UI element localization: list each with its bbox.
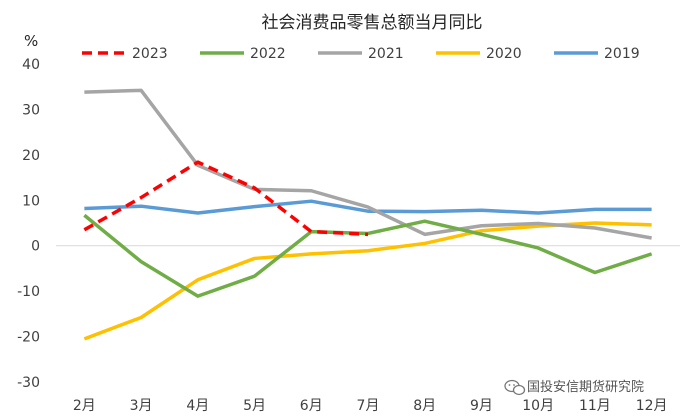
y-tick-label: -30 bbox=[17, 375, 40, 391]
y-axis-unit: % bbox=[24, 32, 38, 50]
x-tick-label: 7月 bbox=[357, 398, 380, 414]
y-tick-label: -10 bbox=[17, 284, 40, 300]
x-axis-labels: 2月 3月 4月 5月 6月 7月 8月 9月 10月 11月 12月 bbox=[73, 398, 668, 414]
legend-label-2019: 2019 bbox=[604, 46, 640, 62]
y-tick-label: 20 bbox=[22, 148, 40, 164]
legend-label-2021: 2021 bbox=[368, 46, 404, 62]
watermark: 国投安信期货研究院 bbox=[504, 379, 644, 396]
series-line-2023 bbox=[83, 160, 369, 237]
x-tick-label: 10月 bbox=[522, 398, 554, 414]
x-tick-label: 4月 bbox=[186, 398, 209, 414]
series-line-2019 bbox=[84, 199, 652, 215]
wechat-icon bbox=[504, 379, 526, 396]
x-tick-label: 6月 bbox=[300, 398, 323, 414]
legend-label-2020: 2020 bbox=[486, 46, 522, 62]
x-tick-label: 9月 bbox=[470, 398, 493, 414]
series-line-2021 bbox=[84, 88, 652, 240]
y-tick-label: 10 bbox=[22, 193, 40, 209]
x-tick-label: 3月 bbox=[130, 398, 153, 414]
x-tick-label: 2月 bbox=[73, 398, 96, 414]
watermark-text: 国投安信期货研究院 bbox=[527, 379, 644, 395]
y-axis-labels: 40 30 20 10 0 -10 -20 -30 bbox=[17, 57, 40, 391]
y-tick-label: 0 bbox=[31, 239, 40, 255]
y-tick-label: -20 bbox=[17, 330, 40, 346]
x-tick-label: 12月 bbox=[636, 398, 668, 414]
x-tick-label: 11月 bbox=[579, 398, 611, 414]
x-tick-label: 5月 bbox=[243, 398, 266, 414]
chart-title: 社会消费品零售总额当月同比 bbox=[262, 13, 483, 33]
series-lines bbox=[83, 88, 653, 341]
y-tick-label: 40 bbox=[22, 57, 40, 73]
legend: 2023 2022 2021 2020 2019 bbox=[82, 46, 640, 62]
legend-label-2023: 2023 bbox=[132, 46, 168, 62]
legend-label-2022: 2022 bbox=[250, 46, 286, 62]
y-tick-label: 30 bbox=[22, 102, 40, 118]
x-tick-label: 8月 bbox=[413, 398, 436, 414]
